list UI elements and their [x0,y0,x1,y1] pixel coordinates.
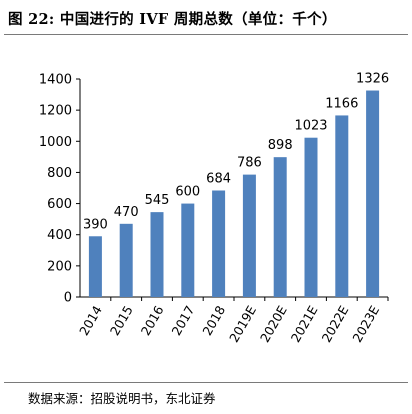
x-tick-label: 2016 [138,303,167,338]
bar [273,157,287,297]
y-axis: 0 200 400 600 800 1000 1200 1400 [39,73,81,306]
bar [88,236,102,297]
data-label: 600 [175,185,200,200]
data-label: 1326 [356,72,389,87]
y-tick-label: 1200 [39,104,72,119]
x-tick-label: 2018 [199,303,228,338]
top-rule [4,34,408,35]
y-tick-label: 600 [47,197,72,212]
bars [88,90,380,298]
bar [335,115,349,298]
data-label: 898 [268,138,293,153]
y-tick-label: 400 [47,228,72,243]
data-label: 470 [114,205,139,220]
x-tick-label: 2019E [226,303,259,345]
x-tick-label: 2023E [349,303,382,345]
data-label: 545 [145,193,170,208]
data-label: 1023 [294,119,327,134]
bar [150,212,164,297]
x-tick-label: 2022E [319,303,352,345]
y-tick-label: 800 [47,166,72,181]
data-label: 684 [206,171,231,186]
data-label: 390 [83,217,108,232]
bar [212,190,226,297]
x-tick-label: 2015 [107,303,136,338]
bar [366,90,380,297]
figure-title: 图 22: 中国进行的 IVF 周期总数（单位：千个） [8,11,337,28]
data-label: 786 [237,156,262,171]
source-note: 数据来源：招股说明书，东北证券 [28,391,216,406]
bar [242,174,256,297]
x-tick-label: 2020E [257,303,290,345]
y-tick-label: 1400 [39,73,72,88]
x-tick-label: 2017 [169,303,198,338]
x-tick-label: 2014 [76,303,105,338]
x-axis: 2014 2015 2016 2017 20182019E2020E2021E2022E… [76,296,389,345]
bar [181,203,195,297]
bottom-rule [4,382,408,383]
x-tick-label: 2021E [288,303,321,345]
y-tick-label: 1000 [39,135,72,150]
y-tick-label: 200 [47,259,72,274]
bar [304,137,318,297]
bar [119,223,133,297]
y-tick-label: 0 [64,291,72,306]
data-label: 1166 [325,96,358,111]
